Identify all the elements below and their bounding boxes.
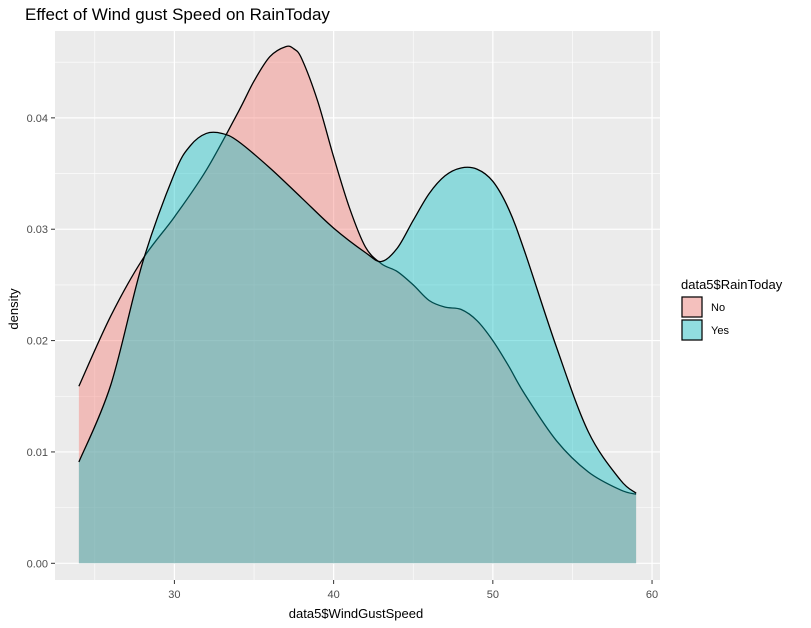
legend-key-bg	[681, 319, 703, 341]
minor-gridlines	[55, 31, 660, 580]
y-tick-label: 0.01	[27, 447, 48, 459]
y-tick-label: 0.03	[27, 224, 48, 236]
major-gridlines	[55, 31, 660, 580]
plot-panel	[55, 31, 660, 580]
legend-swatch-yes	[681, 319, 703, 341]
legend-key-bg	[681, 296, 703, 318]
density-line-yes	[78, 131, 637, 494]
y-tick-label: 0.04	[27, 113, 48, 125]
chart-title: Effect of Wind gust Speed on RainToday	[25, 5, 330, 24]
x-tick-label: 60	[646, 589, 658, 601]
x-tick-label: 50	[487, 589, 499, 601]
y-tick-label: 0.00	[27, 558, 48, 570]
legend-title: data5$RainToday	[681, 277, 783, 292]
x-axis-title: data5$WindGustSpeed	[289, 606, 423, 621]
x-axis: 30 40 50 60	[168, 580, 658, 601]
legend: data5$RainToday No Yes	[681, 277, 783, 341]
y-axis-title: density	[6, 288, 21, 330]
x-tick-label: 40	[327, 589, 339, 601]
legend-label-no: No	[711, 302, 725, 314]
legend-swatch-no	[681, 296, 703, 318]
density-area-yes	[78, 132, 637, 564]
density-area-no	[78, 46, 637, 564]
x-tick-label: 30	[168, 589, 180, 601]
y-axis: 0.00 0.01 0.02 0.03 0.04	[27, 113, 55, 570]
legend-label-yes: Yes	[711, 325, 729, 337]
density-areas	[78, 45, 637, 564]
y-tick-label: 0.02	[27, 336, 48, 348]
density-line-no	[78, 45, 637, 495]
